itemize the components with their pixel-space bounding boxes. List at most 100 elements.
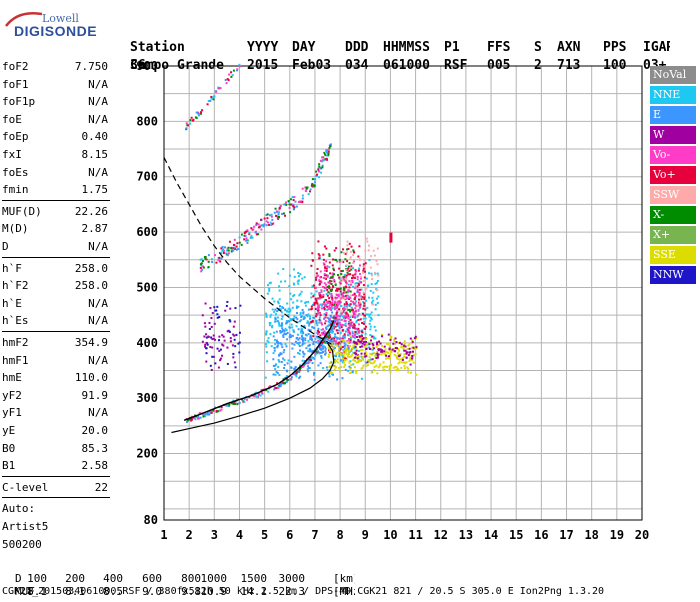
echo-point bbox=[340, 270, 343, 273]
echo-point bbox=[328, 333, 331, 336]
echo-point bbox=[351, 274, 354, 277]
echo-point bbox=[233, 334, 236, 337]
trace-point bbox=[185, 122, 188, 125]
echo-point bbox=[279, 331, 282, 334]
trace-point bbox=[199, 258, 202, 261]
echo-point bbox=[300, 300, 303, 303]
echo-point bbox=[304, 301, 307, 304]
echo-point bbox=[348, 324, 351, 327]
echo-point bbox=[264, 343, 267, 346]
param-value: 258.0 bbox=[74, 261, 108, 275]
trace-point bbox=[199, 111, 202, 114]
echo-point bbox=[349, 294, 352, 297]
echo-point bbox=[264, 376, 267, 379]
echo-point bbox=[313, 348, 316, 351]
echo-point bbox=[364, 270, 367, 273]
echo-point bbox=[317, 327, 320, 330]
echo-point bbox=[347, 273, 350, 276]
echo-point bbox=[362, 279, 365, 282]
echo-point bbox=[329, 371, 332, 374]
echo-point bbox=[339, 323, 342, 326]
echo-point bbox=[313, 316, 316, 319]
echo-point bbox=[268, 287, 271, 290]
footer-d-value: 1500 bbox=[241, 572, 268, 585]
trace-point bbox=[301, 197, 304, 200]
echo-point bbox=[276, 345, 279, 348]
echo-point bbox=[342, 294, 345, 297]
trace-point bbox=[329, 331, 332, 334]
echo-point bbox=[347, 355, 350, 358]
echo-point bbox=[353, 316, 356, 319]
trace-point bbox=[232, 402, 235, 405]
echo-point bbox=[332, 349, 335, 352]
echo-point bbox=[322, 285, 325, 288]
trace-point bbox=[210, 258, 213, 261]
echo-point bbox=[312, 284, 315, 287]
param-value: 91.9 bbox=[81, 388, 109, 402]
echo-point bbox=[339, 352, 342, 355]
echo-point bbox=[353, 326, 356, 329]
trace-point bbox=[315, 350, 318, 353]
echo-point bbox=[339, 359, 342, 362]
echo-point bbox=[332, 330, 335, 333]
trace-point bbox=[292, 204, 295, 207]
echo-point bbox=[350, 306, 353, 309]
trace-point bbox=[295, 205, 298, 208]
echo-point bbox=[224, 309, 227, 312]
echo-point bbox=[349, 319, 352, 322]
echo-point bbox=[345, 311, 348, 314]
echo-point bbox=[350, 268, 353, 271]
echo-point bbox=[318, 297, 321, 300]
echo-point bbox=[383, 352, 386, 355]
echo-point bbox=[343, 342, 346, 345]
echo-point bbox=[358, 280, 361, 283]
echo-point bbox=[333, 358, 336, 361]
echo-point bbox=[345, 347, 348, 350]
echo-point bbox=[370, 316, 373, 319]
echo-point bbox=[210, 368, 213, 371]
echo-point bbox=[341, 297, 344, 300]
echo-point bbox=[347, 283, 350, 286]
echo-point bbox=[313, 303, 316, 306]
echo-point bbox=[312, 373, 315, 376]
param-value: 20.0 bbox=[81, 424, 109, 437]
echo-point bbox=[415, 347, 418, 350]
echo-point bbox=[369, 348, 372, 351]
echo-point bbox=[328, 297, 331, 300]
echo-point bbox=[358, 313, 361, 316]
echo-point bbox=[368, 258, 371, 261]
echo-point bbox=[345, 291, 348, 294]
trace-point bbox=[275, 214, 278, 217]
echo-point bbox=[413, 337, 416, 340]
x-tick-label: 14 bbox=[484, 528, 498, 542]
echo-point bbox=[203, 335, 206, 338]
trace-point bbox=[231, 74, 234, 77]
echo-point bbox=[335, 359, 338, 362]
echo-point bbox=[232, 333, 235, 336]
echo-point bbox=[311, 362, 314, 365]
echo-point bbox=[336, 310, 339, 313]
echo-point bbox=[359, 272, 362, 275]
echo-point bbox=[281, 329, 284, 332]
echo-point bbox=[335, 366, 338, 369]
echo-point bbox=[292, 301, 295, 304]
echo-point bbox=[385, 365, 388, 368]
echo-point bbox=[315, 341, 318, 344]
echo-point bbox=[324, 353, 327, 356]
echo-point bbox=[387, 351, 390, 354]
trace-point bbox=[265, 214, 268, 217]
echo-point bbox=[319, 270, 322, 273]
trace-point bbox=[215, 409, 218, 412]
echo-point bbox=[326, 305, 329, 308]
echo-point bbox=[350, 363, 353, 366]
echo-point bbox=[315, 322, 318, 325]
echo-point bbox=[206, 343, 209, 346]
echo-point bbox=[280, 318, 283, 321]
echo-point bbox=[232, 356, 235, 359]
echo-point bbox=[365, 299, 368, 302]
echo-point bbox=[234, 366, 237, 369]
echo-point bbox=[371, 296, 374, 299]
echo-point bbox=[348, 269, 351, 272]
echo-point bbox=[329, 314, 332, 317]
trace-point bbox=[201, 259, 204, 262]
